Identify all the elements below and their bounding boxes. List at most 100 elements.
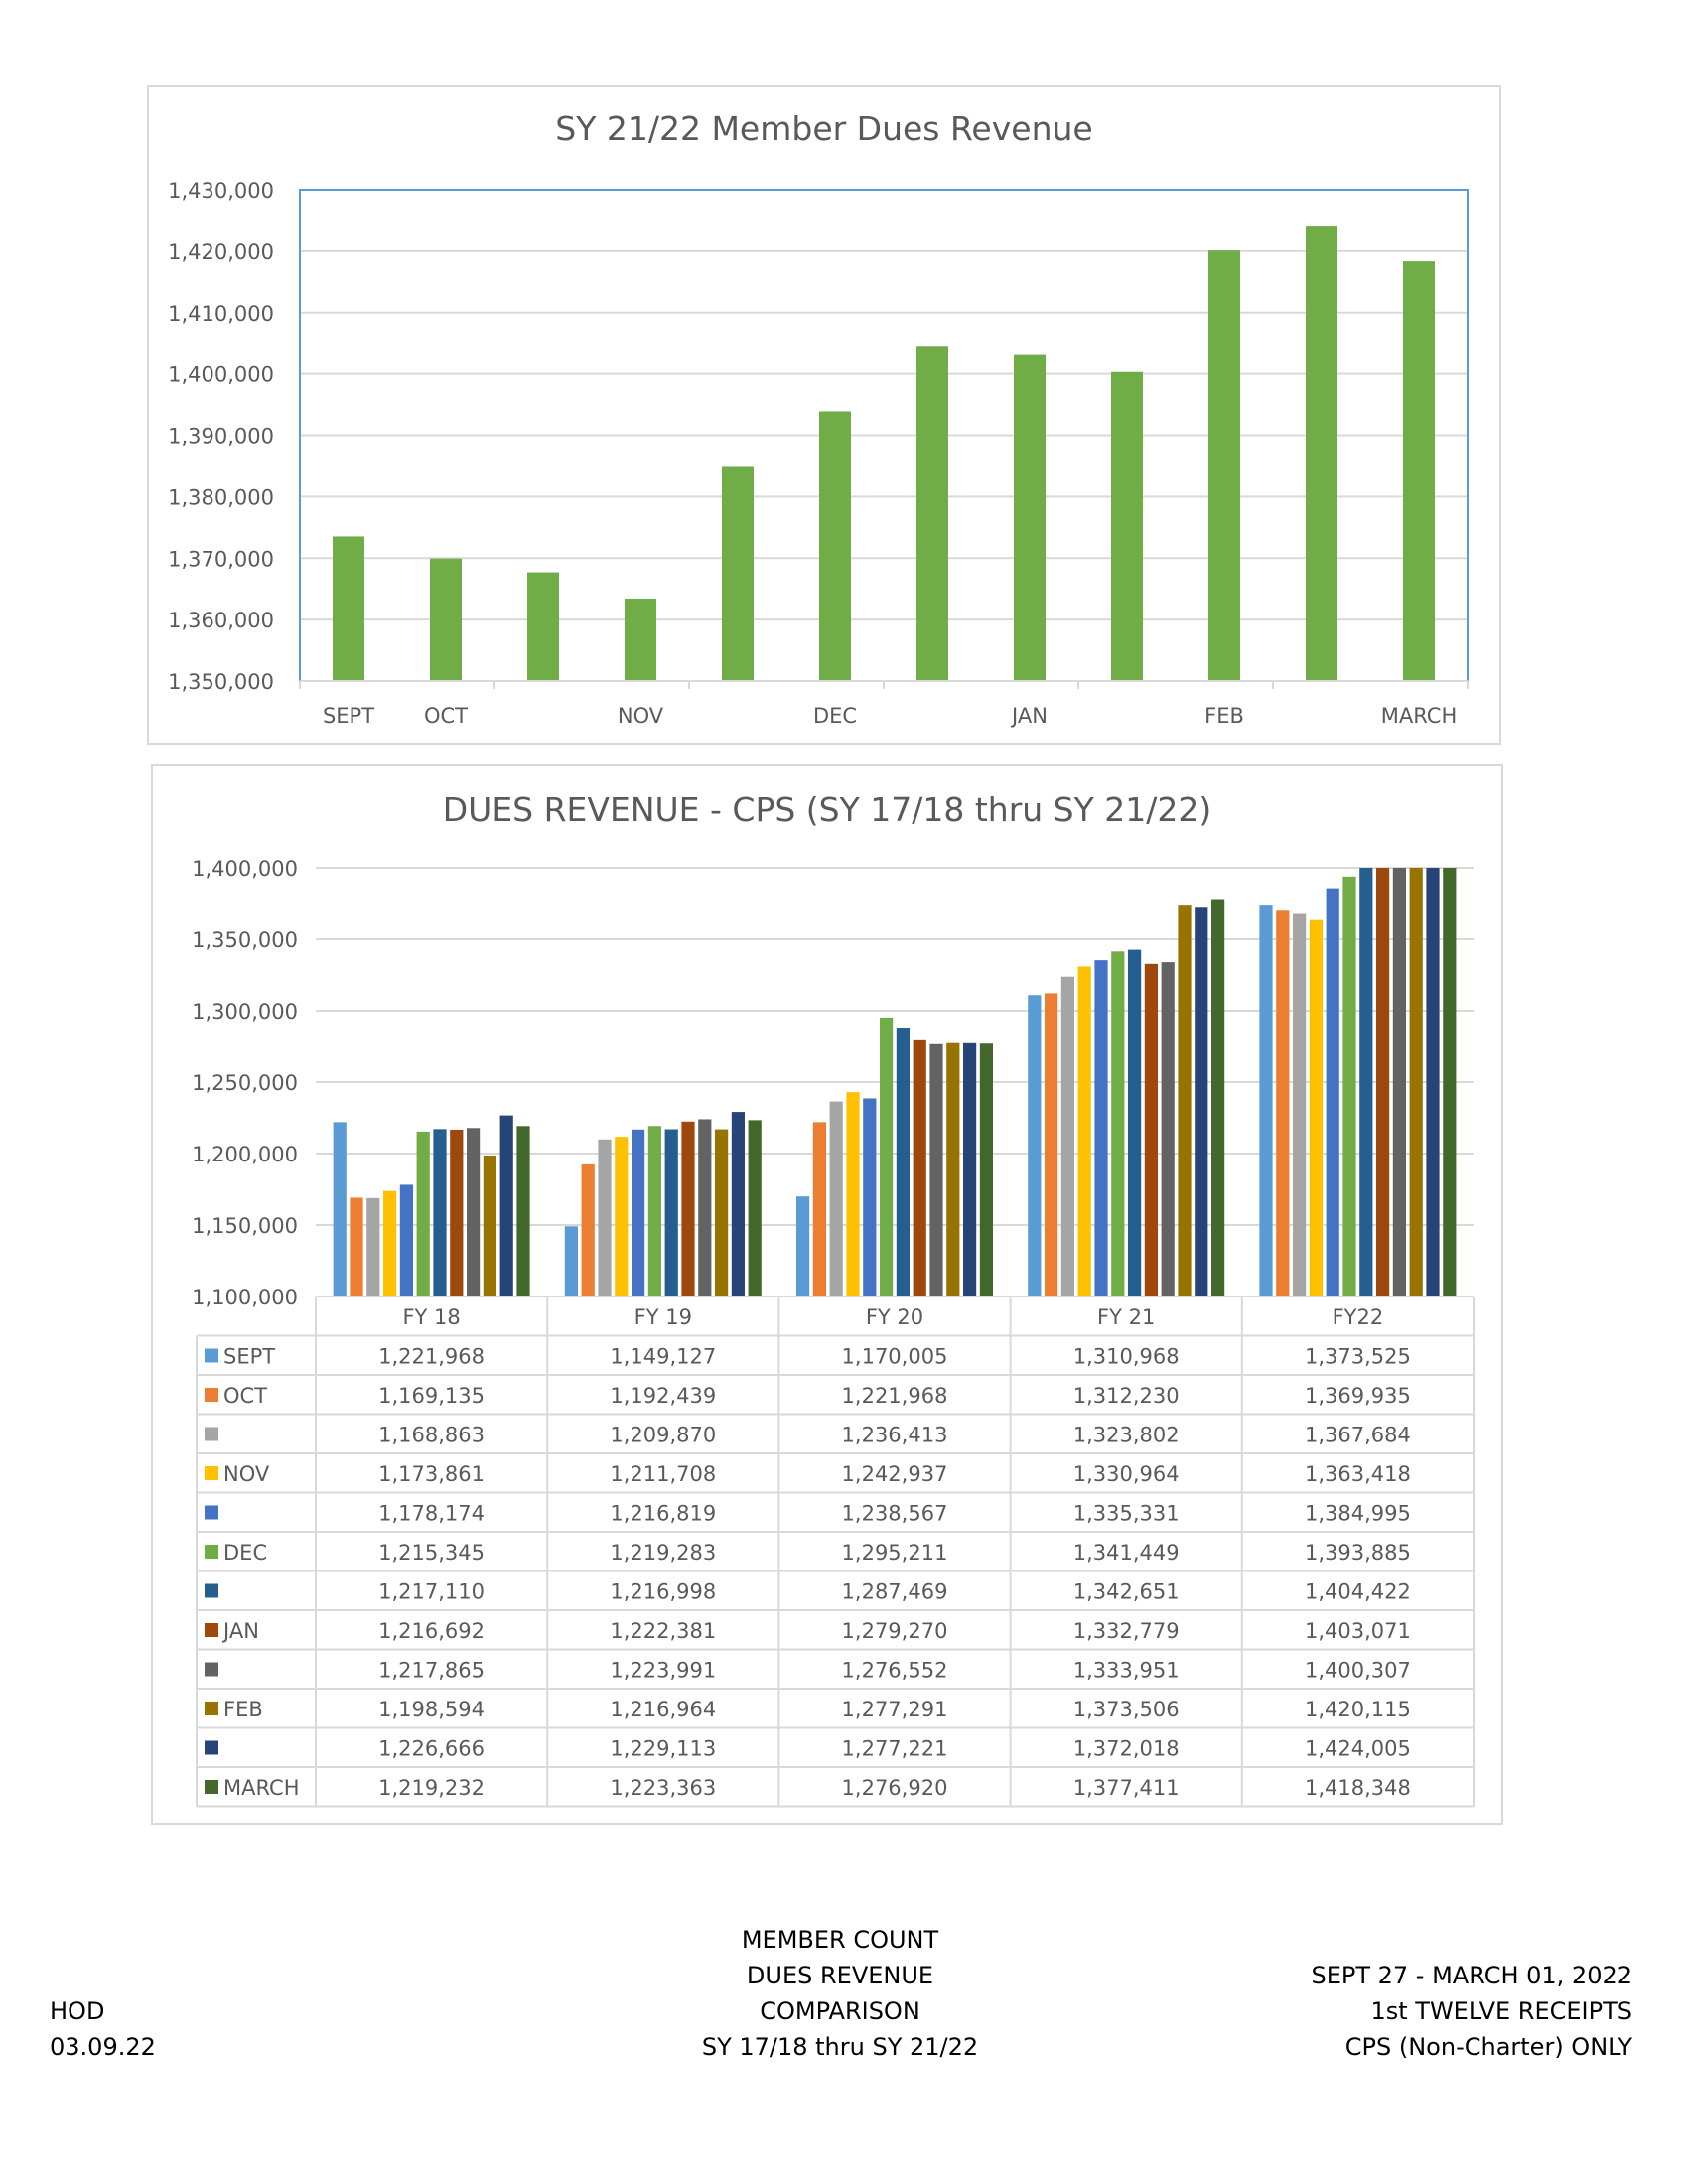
- chart-2-bar: [1178, 905, 1192, 1297]
- chart-2-data-label: 1,216,692: [378, 1619, 485, 1643]
- chart-2-legend-label: FEB: [223, 1698, 263, 1721]
- chart-1-y-tick-label: 1,350,000: [168, 670, 274, 694]
- chart-2-bar: [748, 1120, 762, 1297]
- chart-2-data-label: 1,238,567: [842, 1502, 948, 1526]
- chart-2-bar: [929, 1043, 943, 1297]
- chart-2-data-label: 1,211,708: [610, 1462, 716, 1486]
- chart-2-bar: [1259, 905, 1273, 1297]
- chart-2-bar: [416, 1131, 430, 1297]
- chart-2-legend-label: OCT: [223, 1384, 267, 1408]
- chart-2-y-tick-label: 1,150,000: [192, 1214, 298, 1238]
- chart-2-legend-label: DEC: [223, 1541, 267, 1565]
- chart-2-data-label: 1,403,071: [1305, 1619, 1411, 1643]
- chart-2-bar: [433, 1129, 447, 1297]
- chart-2-bar: [1443, 868, 1457, 1297]
- chart-2-x-tick-label: FY22: [1333, 1305, 1384, 1329]
- chart-2-data-label: 1,276,920: [842, 1776, 948, 1800]
- chart-2-data-label: 1,192,439: [610, 1384, 716, 1408]
- chart-2-bar: [581, 1163, 595, 1297]
- footer-right-line-1: SEPT 27 - MARCH 01, 2022: [1311, 1962, 1632, 1989]
- chart-2-data-label: 1,173,861: [378, 1462, 485, 1486]
- chart-2-bar: [664, 1129, 678, 1297]
- chart-2-bar: [1342, 876, 1356, 1297]
- chart-2-data-label: 1,149,127: [610, 1345, 716, 1369]
- chart-2-data-label: 1,223,363: [610, 1776, 716, 1800]
- chart-2-y-tick-label: 1,300,000: [192, 1000, 298, 1024]
- chart-2-data-label: 1,404,422: [1305, 1580, 1411, 1604]
- chart-2-bar: [1309, 919, 1323, 1297]
- chart-2-bar: [647, 1126, 661, 1297]
- chart-2-legend-key: [205, 1583, 218, 1598]
- chart-1-x-tick-label: MARCH: [1381, 704, 1457, 728]
- chart-2-data-label: 1,279,270: [842, 1619, 948, 1643]
- chart-2-data-label: 1,169,135: [378, 1384, 485, 1408]
- chart-1-x-tick-label: NOV: [618, 704, 664, 728]
- chart-1-bar: [916, 346, 948, 681]
- chart-1-bar: [1014, 354, 1046, 681]
- chart-2-legend-key: [205, 1348, 218, 1363]
- chart-2-data-label: 1,216,964: [610, 1698, 716, 1721]
- chart-1-x-tick-label: SEPT: [323, 704, 374, 728]
- footer-left-line-2: 03.09.22: [50, 2033, 156, 2061]
- chart-2-legend-key: [205, 1466, 218, 1480]
- chart-2-bar: [1276, 910, 1290, 1297]
- chart-2-data-label: 1,323,802: [1073, 1424, 1180, 1447]
- chart-2-data-label: 1,333,951: [1073, 1659, 1180, 1683]
- chart-2-x-tick-label: FY 19: [634, 1305, 692, 1329]
- footer-center-line-4: SY 17/18 thru SY 21/22: [701, 2033, 979, 2061]
- chart-2-bar: [1326, 888, 1339, 1297]
- chart-2-data-label: 1,236,413: [842, 1424, 948, 1447]
- chart-2-data-label: 1,312,230: [1073, 1384, 1180, 1408]
- chart-1-x-tick-label: OCT: [424, 704, 468, 728]
- chart-1-x-tick-label: FEB: [1204, 704, 1244, 728]
- chart-2-data-label: 1,330,964: [1073, 1462, 1180, 1486]
- chart-1-plot: 1,350,000 1,360,000 1,370,000 1,380,000 1,39…: [168, 179, 1469, 728]
- chart-2-data-label: 1,424,005: [1305, 1737, 1411, 1761]
- chart-2-x-tick-label: FY 21: [1097, 1305, 1155, 1329]
- chart-1-y-tick-label: 1,390,000: [168, 425, 274, 449]
- chart-2-bar: [516, 1126, 530, 1297]
- chart-2-data-label: 1,170,005: [842, 1345, 948, 1369]
- chart-1-bar: [1403, 261, 1435, 681]
- chart-2-data-label: 1,310,968: [1073, 1345, 1180, 1369]
- chart-2-bar: [880, 1017, 894, 1297]
- chart-2-y-tick-label: 1,350,000: [192, 928, 298, 952]
- chart-1-bar: [1306, 226, 1337, 681]
- chart-2-bar: [1211, 899, 1225, 1297]
- chart-2-bar: [399, 1184, 413, 1297]
- chart-2-bar: [963, 1042, 977, 1297]
- chart-2-data-label: 1,341,449: [1073, 1541, 1180, 1565]
- chart-2-data-label: 1,276,552: [842, 1659, 948, 1683]
- chart-2-data-label: 1,242,937: [842, 1462, 948, 1486]
- chart-2-data-label: 1,277,291: [842, 1698, 948, 1721]
- chart-2-bar: [1426, 868, 1440, 1297]
- chart-2-data-label: 1,384,995: [1305, 1502, 1411, 1526]
- chart-2-data-label: 1,219,232: [378, 1776, 485, 1800]
- chart-1-bar: [1208, 250, 1240, 681]
- chart-2-bar: [1359, 868, 1373, 1297]
- chart-2-data-label: 1,369,935: [1305, 1384, 1411, 1408]
- chart-2-bar: [383, 1190, 397, 1297]
- chart-2-legend-key: [205, 1623, 218, 1637]
- chart-2-data-label: 1,215,345: [378, 1541, 485, 1565]
- chart-2-data-label: 1,221,968: [378, 1345, 485, 1369]
- chart-2-data-label: 1,198,594: [378, 1698, 485, 1721]
- chart-2-bar: [698, 1119, 712, 1297]
- chart-2-bar: [946, 1042, 960, 1297]
- chart-2-data-label: 1,367,684: [1305, 1424, 1411, 1447]
- footer-center-line-3: COMPARISON: [760, 1997, 920, 2025]
- chart-1-y-tick-label: 1,400,000: [168, 363, 274, 387]
- chart-2-data-label: 1,229,113: [610, 1737, 716, 1761]
- chart-2-data-label: 1,372,018: [1073, 1737, 1180, 1761]
- chart-2-legend-key: [205, 1662, 218, 1677]
- chart-2-bar: [731, 1112, 745, 1297]
- chart-2-x-tick-label: FY 18: [402, 1305, 460, 1329]
- chart-2-data-label: 1,277,221: [842, 1737, 948, 1761]
- chart-2-bar: [1128, 949, 1142, 1297]
- chart-2-bar: [812, 1122, 826, 1297]
- chart-2-bar: [1195, 907, 1208, 1297]
- chart-2-legend-key: [205, 1740, 218, 1755]
- chart-2-legend-key: [205, 1545, 218, 1559]
- chart-2-title: DUES REVENUE - CPS (SY 17/18 thru SY 21/…: [442, 790, 1212, 829]
- chart-2-data-label: 1,222,381: [610, 1619, 716, 1643]
